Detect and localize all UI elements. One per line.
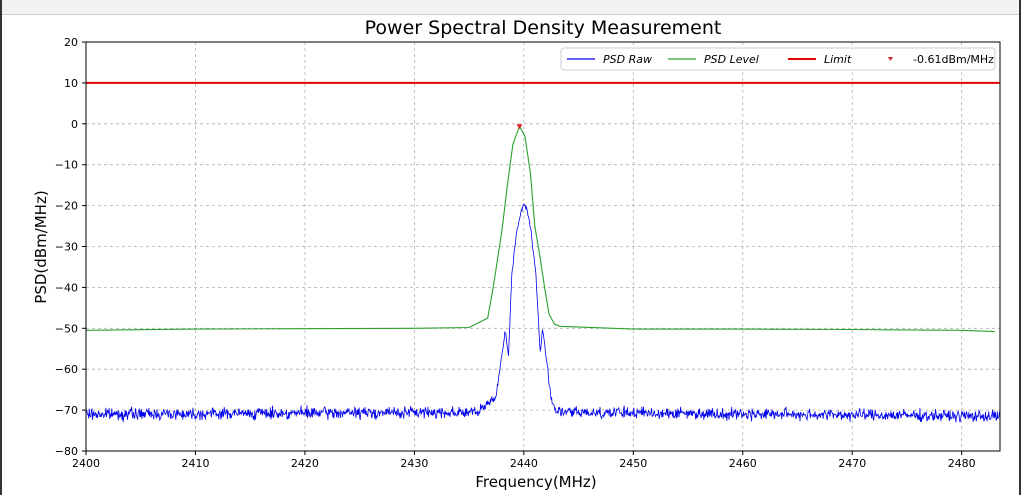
x-tick-label: 2460	[729, 457, 757, 470]
x-tick-label: 2450	[619, 457, 647, 470]
y-tick-label: −60	[55, 363, 78, 376]
x-tick-label: 2440	[510, 457, 538, 470]
legend-entry-label: PSD Level	[704, 53, 759, 66]
y-tick-label: −70	[55, 404, 78, 417]
x-axis-label: Frequency(MHz)	[475, 473, 596, 491]
y-tick-label: −10	[55, 159, 78, 172]
y-tick-label: −30	[55, 241, 78, 254]
x-tick-label: 2470	[838, 457, 866, 470]
y-tick-label: 10	[64, 77, 78, 90]
x-tick-label: 2400	[72, 457, 100, 470]
y-tick-label: −40	[55, 281, 78, 294]
y-tick-label: −20	[55, 200, 78, 213]
legend-entry-label: PSD Raw	[603, 53, 652, 66]
x-tick-label: 2430	[400, 457, 428, 470]
psd-raw-line	[86, 204, 1000, 422]
chart-title: Power Spectral Density Measurement	[365, 17, 722, 39]
plot-area: 2400 2410 2420 2430 2440 2450 2460 2470 2480 20 10…	[55, 36, 1000, 470]
x-tick-label: 2480	[948, 457, 976, 470]
legend: PSD Raw PSD Level Limit -0.61dBm/MHz	[561, 48, 995, 70]
x-tick-label: 2420	[291, 457, 319, 470]
y-tick-label: −50	[55, 322, 78, 335]
y-axis-label: PSD(dBm/MHz)	[32, 190, 50, 303]
y-tick-label: −80	[55, 445, 78, 458]
psd-level-line	[86, 126, 995, 331]
y-tick-label: 20	[64, 36, 78, 49]
legend-entry-label: -0.61dBm/MHz	[913, 53, 994, 66]
x-tick-label: 2410	[181, 457, 209, 470]
legend-entry-label: Limit	[824, 53, 852, 66]
peak-marker-icon	[516, 124, 522, 129]
y-tick-label: 0	[71, 118, 78, 131]
